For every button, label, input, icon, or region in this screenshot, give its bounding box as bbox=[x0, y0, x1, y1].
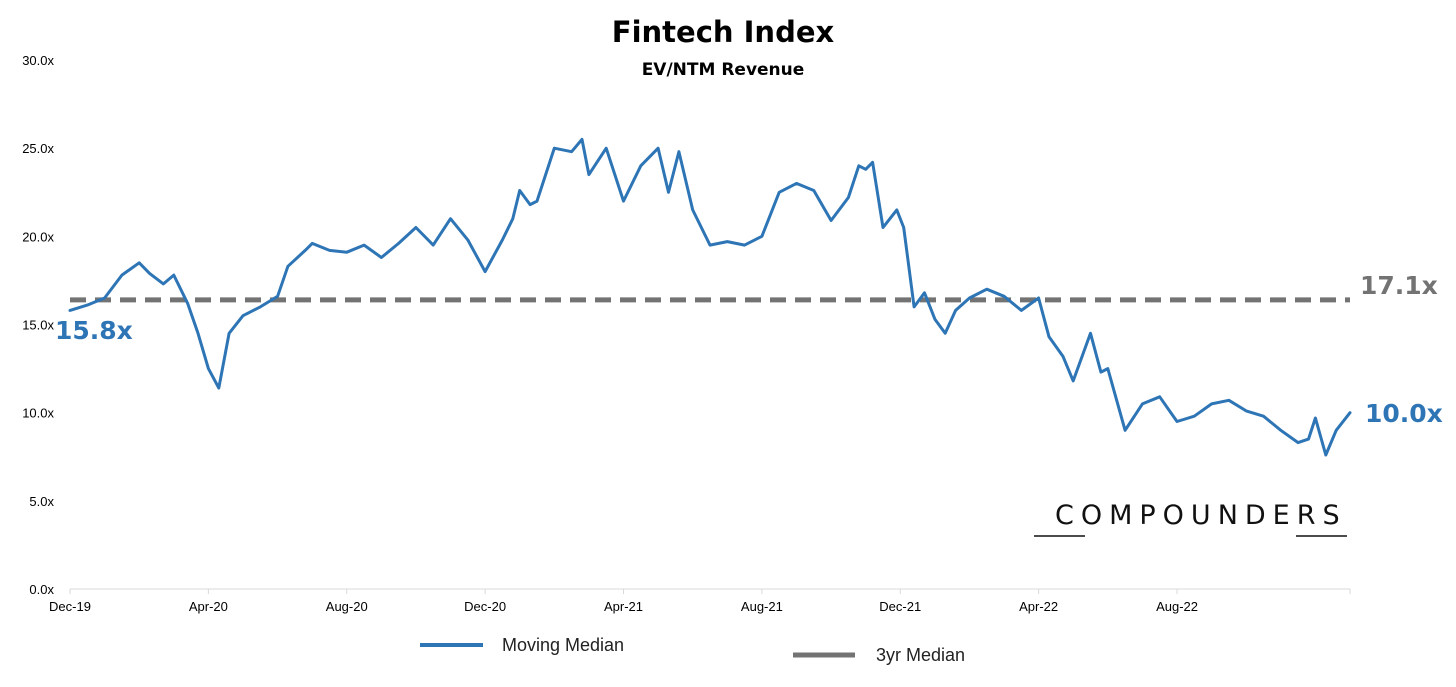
x-tick-label: Apr-21 bbox=[604, 599, 643, 614]
watermark: COMPOUNDERS bbox=[1034, 500, 1347, 537]
y-tick-label: 15.0x bbox=[22, 318, 54, 333]
start-value-label: 15.8x bbox=[55, 316, 133, 345]
moving-median-line bbox=[68, 137, 1352, 457]
y-tick-label: 5.0x bbox=[29, 494, 54, 509]
x-tick-label: Aug-22 bbox=[1156, 599, 1198, 614]
watermark-text: COMPOUNDERS bbox=[1055, 500, 1347, 531]
y-tick-label: 25.0x bbox=[22, 141, 54, 156]
legend: Moving Median 3yr Median bbox=[420, 635, 965, 665]
y-axis-ticks: 0.0x 5.0x 10.0x 15.0x 20.0x 25.0x 30.0x bbox=[22, 53, 54, 597]
y-tick-label: 0.0x bbox=[29, 582, 54, 597]
x-tick-label: Dec-21 bbox=[879, 599, 921, 614]
x-tick-label: Aug-21 bbox=[741, 599, 783, 614]
chart-title: Fintech Index bbox=[612, 15, 835, 49]
x-tick-label: Dec-19 bbox=[49, 599, 91, 614]
legend-label-moving-median: Moving Median bbox=[502, 635, 624, 655]
end-value-label: 10.0x bbox=[1365, 399, 1443, 428]
x-tick-label: Aug-20 bbox=[326, 599, 368, 614]
y-tick-label: 20.0x bbox=[22, 229, 54, 244]
y-tick-label: 10.0x bbox=[22, 406, 54, 421]
x-axis-ticks: Dec-19 Apr-20 Aug-20 Dec-20 Apr-21 Aug-21 Dec-… bbox=[49, 589, 1351, 614]
legend-label-3yr-median: 3yr Median bbox=[876, 645, 965, 665]
x-tick-label: Dec-20 bbox=[464, 599, 506, 614]
y-tick-label: 30.0x bbox=[22, 53, 54, 68]
chart-subtitle: EV/NTM Revenue bbox=[642, 60, 805, 80]
median-value-label: 17.1x bbox=[1360, 271, 1438, 300]
x-tick-label: Apr-22 bbox=[1019, 599, 1058, 614]
x-tick-label: Apr-20 bbox=[189, 599, 228, 614]
